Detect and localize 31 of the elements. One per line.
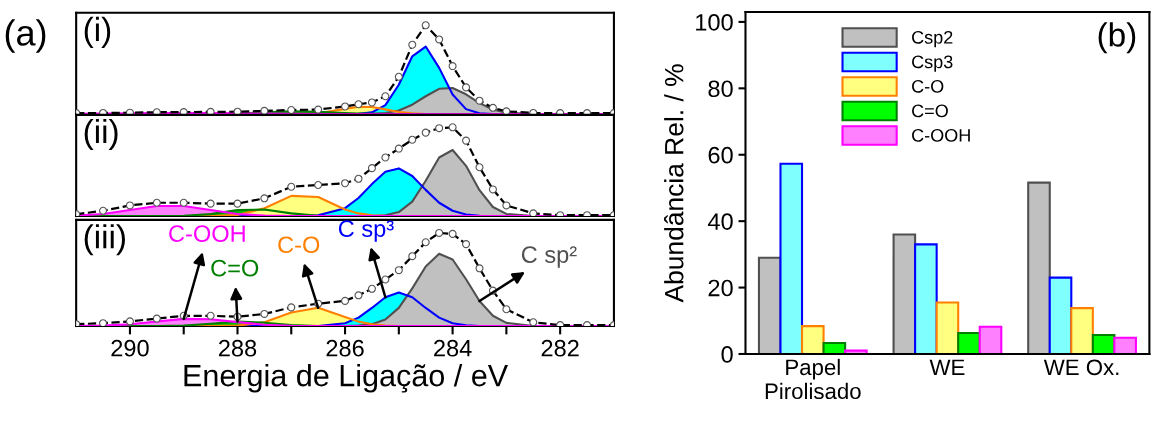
x-tick-label: 284 [434,339,472,357]
y-axis-title: Abundância Rel. / % [664,64,684,303]
y-tick-label: 100 [696,13,733,31]
chart-title: (ii) [84,118,118,150]
x-tick-label: 290 [111,339,149,357]
annotation: C sp² [521,246,577,268]
x-tick-label: WE [929,359,965,375]
chart-title: (b) [1098,22,1136,54]
legend-label: C=O [912,104,948,118]
x-tick-label: Papel Pirolisado [765,358,861,400]
y-tick-label: 60 [708,146,733,164]
x-tick-label: WE Ox. [1043,359,1119,376]
y-tick-label: 40 [707,213,733,230]
legend-label: Csp2 [912,30,953,48]
y-tick-label: 0 [721,346,733,363]
annotation: C-OOH [169,225,245,242]
legend-label: C-OOH [912,128,970,142]
legend-label: Csp3 [912,55,953,72]
annotation: C=O [211,259,259,277]
x-tick-label: 286 [326,339,364,357]
y-tick-label: 20 [708,279,733,297]
annotation: C sp³ [338,220,394,242]
text: (a) [5,19,46,53]
x-tick-label: 288 [218,339,257,357]
chart-title: (iii) [84,224,125,256]
y-tick-label: 80 [708,80,733,98]
chart-title: (i) [84,16,111,48]
annotation: C-O [278,236,320,254]
x-axis-title: Energia de Ligação / eV [184,364,508,393]
x-tick-label: 282 [541,339,579,357]
legend-label: C-O [912,79,944,93]
